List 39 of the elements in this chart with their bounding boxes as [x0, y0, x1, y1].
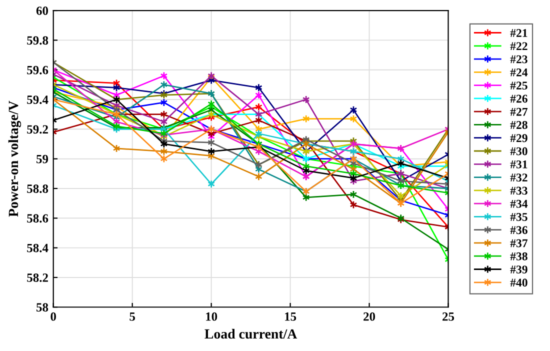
x-tick-label: 0 — [50, 312, 56, 321]
x-tick-label: 15 — [285, 312, 296, 321]
y-tick-label: 58.8 — [27, 184, 48, 193]
y-axis-title: Power-on voltage/V — [8, 100, 22, 217]
x-axis-title: Load current/A — [204, 328, 298, 339]
y-tick-label: 58 — [36, 303, 48, 312]
legend-label: #31 — [510, 160, 528, 168]
legend-label: #35 — [510, 213, 528, 221]
legend-label: #37 — [510, 239, 528, 248]
legend-label: #36 — [510, 226, 528, 234]
y-tick-label: 59 — [36, 154, 48, 164]
legend-label: #28 — [510, 121, 528, 129]
y-tick-label: 59.4 — [27, 96, 48, 104]
y-tick-label: 59.6 — [27, 66, 48, 74]
legend-label: #22 — [510, 42, 528, 50]
legend-label: #39 — [510, 266, 528, 274]
x-tick-label: 5 — [130, 312, 135, 321]
legend-label: #40 — [510, 278, 528, 287]
y-tick-label: 59.2 — [27, 125, 48, 134]
legend-label: #33 — [510, 186, 528, 195]
legend-label: #24 — [510, 68, 528, 76]
y-tick-label: 58.6 — [27, 214, 48, 223]
legend-label: #25 — [510, 82, 528, 90]
x-tick-label: 10 — [206, 312, 218, 321]
y-tick-label: 59.8 — [27, 36, 48, 45]
legend-label: #32 — [510, 174, 528, 182]
legend-label: #21 — [510, 29, 528, 37]
legend-label: #34 — [510, 200, 528, 208]
legend-label: #38 — [510, 252, 528, 260]
legend-label: #26 — [510, 94, 528, 103]
y-tick-label: 60 — [36, 6, 48, 15]
y-tick-label: 58.2 — [27, 273, 48, 282]
x-tick-label: 25 — [442, 312, 454, 321]
x-tick-label: 20 — [364, 312, 376, 321]
legend-label: #27 — [510, 108, 528, 116]
legend-label: #30 — [510, 147, 528, 156]
legend-label: #23 — [510, 55, 528, 64]
y-tick-label: 58.4 — [27, 244, 48, 252]
legend-label: #29 — [510, 134, 528, 142]
